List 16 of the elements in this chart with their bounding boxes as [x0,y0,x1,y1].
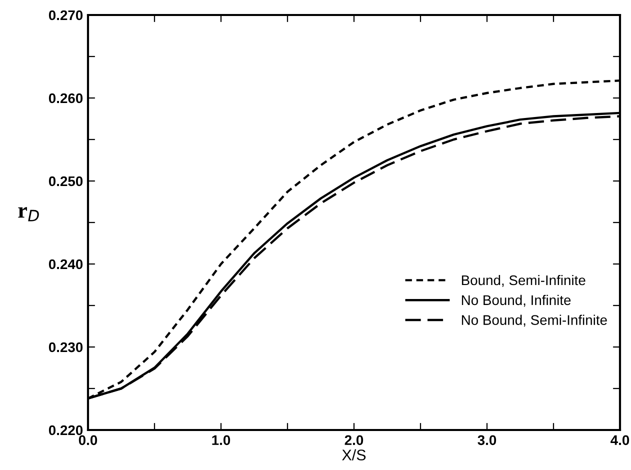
x-tick-label: 4.0 [610,435,630,446]
legend-label: Bound, Semi-Infinite [462,274,586,287]
x-tick-label: 0.0 [78,435,98,446]
y-tick-label: 0.250 [48,176,83,186]
legend-label: No Bound, Semi-Infinite [462,314,607,327]
y-tick-label: 0.270 [48,10,83,20]
y-axis-title: r$_{D}$ [18,207,39,222]
x-tick-label: 1.0 [212,435,230,446]
x-tick-label: 2.0 [344,435,364,446]
legend-label: No Bound, Infinite [462,294,571,307]
x-axis-title: X/S [342,449,366,460]
y-tick-label: 0.240 [48,259,83,270]
x-tick-label: 3.0 [478,435,496,446]
y-tick-label: 0.260 [48,93,83,104]
y-tick-label: 0.220 [48,425,83,436]
y-tick-label: 0.230 [48,342,83,352]
